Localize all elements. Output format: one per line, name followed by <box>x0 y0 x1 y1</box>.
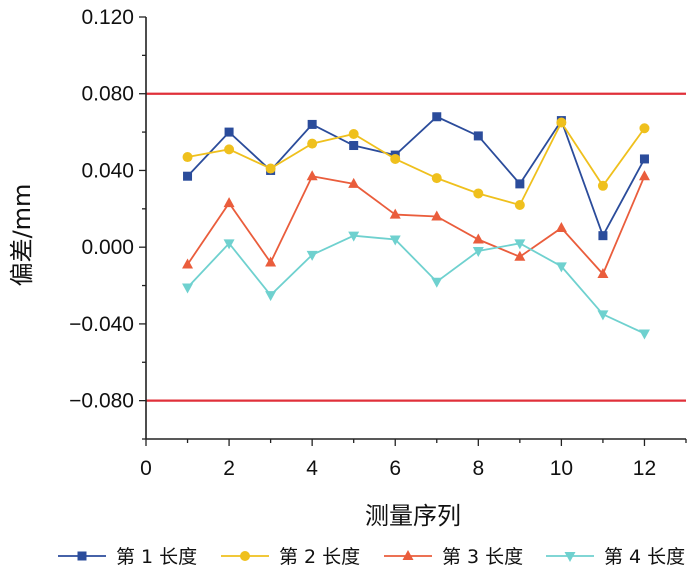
series-4-point <box>472 247 484 258</box>
series-1-point <box>349 141 359 151</box>
series-3-point <box>389 208 401 219</box>
series-3-point <box>182 258 194 269</box>
series-3-point <box>638 170 650 181</box>
legend-swatch-marker <box>77 551 87 561</box>
series-2-point <box>224 144 235 155</box>
series-1-point <box>598 231 608 241</box>
y-tick-label: −0.080 <box>69 390 134 413</box>
series-2-point <box>431 173 442 184</box>
legend-item-3: 第 3 长度 <box>384 546 523 568</box>
legend-item-2: 第 2 长度 <box>221 546 360 568</box>
series-4-point <box>597 310 609 321</box>
tick-labels: −0.080 −0.040 0.000 0.040 0.080 0.120 0 2 4 6 8 10 1… <box>69 6 656 480</box>
legend-label: 第 1 长度 <box>116 546 197 568</box>
series-2-point <box>265 163 276 174</box>
series-2-point <box>556 117 567 128</box>
series-2-point <box>307 138 318 149</box>
series-2 <box>182 117 650 210</box>
series-2-point <box>597 180 608 191</box>
series-3 <box>182 170 650 279</box>
x-tick-label: 12 <box>633 457 656 480</box>
series-1-point <box>183 171 193 181</box>
series-group <box>182 112 650 340</box>
series-4-point <box>223 239 235 250</box>
series-3-point <box>555 222 567 232</box>
series-4-point <box>431 277 443 288</box>
series-1-point <box>224 127 234 137</box>
legend-label: 第 4 长度 <box>604 546 685 568</box>
y-tick-label: 0.080 <box>81 83 134 106</box>
series-2-point <box>348 129 359 140</box>
legend-label: 第 2 长度 <box>279 546 360 568</box>
series-1-point <box>473 131 483 141</box>
series-2-point <box>639 123 650 134</box>
series-3-point <box>223 197 235 208</box>
series-4-point <box>265 291 277 302</box>
legend-item-1: 第 1 长度 <box>58 546 197 568</box>
series-4-point <box>306 250 318 261</box>
legend-item-4: 第 4 长度 <box>546 546 685 568</box>
series-2-point <box>182 152 193 163</box>
x-tick-label: 4 <box>306 457 318 480</box>
series-1-line <box>186 115 646 238</box>
series-2-point <box>514 199 525 210</box>
series-3-point <box>265 256 277 267</box>
y-tick-label: 0.040 <box>81 159 134 182</box>
legend-swatch-marker <box>402 550 414 560</box>
series-4-point <box>638 329 650 340</box>
series-4-point <box>348 231 360 242</box>
series-2-point <box>390 153 401 164</box>
series-3-point <box>597 268 609 279</box>
series-3-point <box>514 250 526 261</box>
series-1 <box>183 112 649 241</box>
x-tick-label: 0 <box>140 457 152 480</box>
x-tick-label: 10 <box>550 457 573 480</box>
x-tick-label: 8 <box>472 457 484 480</box>
series-3-point <box>306 170 318 181</box>
legend-label: 第 3 长度 <box>442 546 523 568</box>
axes <box>139 16 687 446</box>
legend-swatch-marker <box>564 552 576 562</box>
series-3-point <box>472 233 484 244</box>
reference-lines <box>146 92 686 402</box>
series-1-point <box>639 154 649 164</box>
series-1-point <box>515 179 525 189</box>
series-4-point <box>389 235 401 246</box>
series-1-point <box>307 119 317 129</box>
series-4 <box>182 231 650 340</box>
series-4-point <box>555 262 567 273</box>
series-4-line <box>186 234 645 335</box>
y-axis-title: 偏差/mm <box>8 184 36 287</box>
x-tick-label: 2 <box>223 457 235 480</box>
legend-swatch-marker <box>240 551 250 561</box>
x-tick-label: 6 <box>389 457 401 480</box>
y-tick-label: 0.120 <box>81 6 134 29</box>
series-3-point <box>348 177 360 188</box>
series-3-line <box>186 175 646 276</box>
series-4-point <box>514 239 526 250</box>
legend: 第 1 长度 第 2 长度 第 3 长度 第 4 长度 <box>58 546 685 568</box>
series-4-point <box>182 283 194 294</box>
y-tick-label: −0.040 <box>69 313 134 336</box>
series-1-point <box>432 112 442 122</box>
series-2-point <box>473 188 484 199</box>
y-tick-label: 0.000 <box>81 236 134 259</box>
x-axis-title: 测量序列 <box>365 502 461 530</box>
series-2-line <box>187 120 646 207</box>
series-3-point <box>431 210 443 221</box>
